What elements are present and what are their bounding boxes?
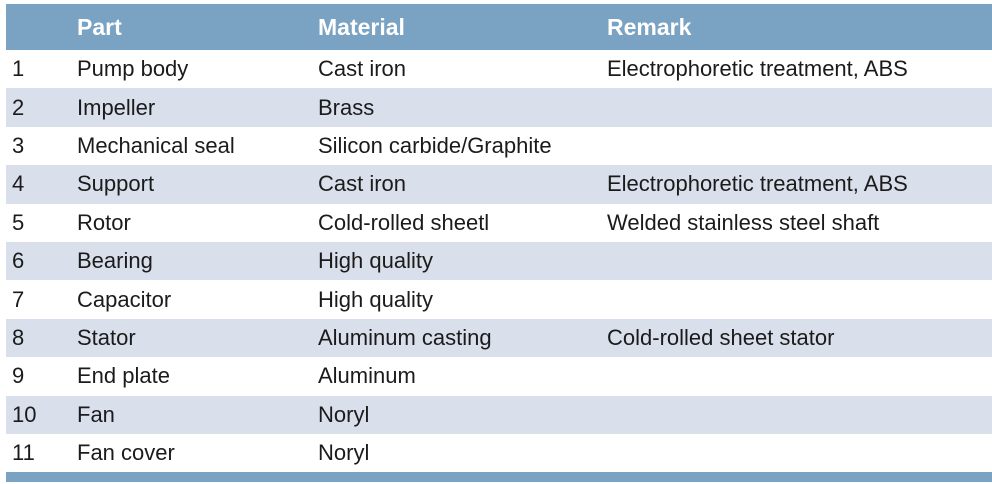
table-header-row: Part Material Remark <box>6 4 992 50</box>
material-cell: Noryl <box>318 401 370 427</box>
table-row: 8 Stator Aluminum casting Cold-rolled sh… <box>6 318 992 358</box>
remark-cell: Cold-rolled sheet stator <box>607 324 835 350</box>
header-cell-material: Material <box>318 13 405 40</box>
material-cell: High quality <box>318 248 433 274</box>
part-cell: Fan cover <box>77 440 175 466</box>
row-number-cell: 7 <box>12 286 25 312</box>
table-row: 6 Bearing High quality <box>6 241 992 281</box>
material-cell: Brass <box>318 94 375 120</box>
row-number-cell: 5 <box>12 209 25 235</box>
table-row: 9 End plate Aluminum <box>6 357 992 395</box>
table-row: 3 Mechanical seal Silicon carbide/Graphi… <box>6 127 992 165</box>
header-cell-part: Part <box>77 13 122 40</box>
row-number-cell: 8 <box>12 324 25 350</box>
table-row: 1 Pump body Cast iron Electrophoretic tr… <box>6 50 992 88</box>
table-row: 5 Rotor Cold-rolled sheetl Welded stainl… <box>6 204 992 242</box>
part-cell: Bearing <box>77 248 153 274</box>
row-number-cell: 3 <box>12 132 25 158</box>
table-row: 7 Capacitor High quality <box>6 280 992 318</box>
table-row: 4 Support Cast iron Electrophoretic trea… <box>6 165 992 204</box>
remark-cell: Electrophoretic treatment, ABS <box>607 56 908 82</box>
table-row: 11 Fan cover Noryl <box>6 434 992 472</box>
material-cell: Cold-rolled sheetl <box>318 209 490 235</box>
table-body: 1 Pump body Cast iron Electrophoretic tr… <box>6 50 992 472</box>
header-cell-remark: Remark <box>607 13 692 40</box>
material-cell: Aluminum <box>318 363 416 389</box>
row-number-cell: 10 <box>12 401 37 427</box>
remark-cell: Electrophoretic treatment, ABS <box>607 171 908 197</box>
part-cell: Impeller <box>77 94 156 120</box>
row-number-cell: 4 <box>12 171 25 197</box>
row-number-cell: 9 <box>12 363 25 389</box>
part-cell: Fan <box>77 401 115 427</box>
row-number-cell: 1 <box>12 56 25 82</box>
row-number-cell: 6 <box>12 248 25 274</box>
part-cell: Rotor <box>77 209 131 235</box>
material-cell: Aluminum casting <box>318 324 492 350</box>
part-cell: End plate <box>77 363 170 389</box>
part-cell: Capacitor <box>77 286 172 312</box>
table-row: 10 Fan Noryl <box>6 395 992 434</box>
row-number-cell: 2 <box>12 94 25 120</box>
table-footer-bar <box>6 472 992 483</box>
row-number-cell: 11 <box>12 440 35 466</box>
part-cell: Support <box>77 171 155 197</box>
part-cell: Mechanical seal <box>77 132 235 158</box>
part-cell: Stator <box>77 324 136 350</box>
part-cell: Pump body <box>77 56 189 82</box>
material-cell: Silicon carbide/Graphite <box>318 132 552 158</box>
material-cell: Cast iron <box>318 56 407 82</box>
material-cell: Noryl <box>318 440 370 466</box>
table-row: 2 Impeller Brass <box>6 88 992 127</box>
parts-table: Part Material Remark 1 Pump body Cast ir… <box>6 4 992 483</box>
remark-cell: Welded stainless steel shaft <box>607 209 880 235</box>
material-cell: High quality <box>318 286 433 312</box>
material-cell: Cast iron <box>318 171 407 197</box>
